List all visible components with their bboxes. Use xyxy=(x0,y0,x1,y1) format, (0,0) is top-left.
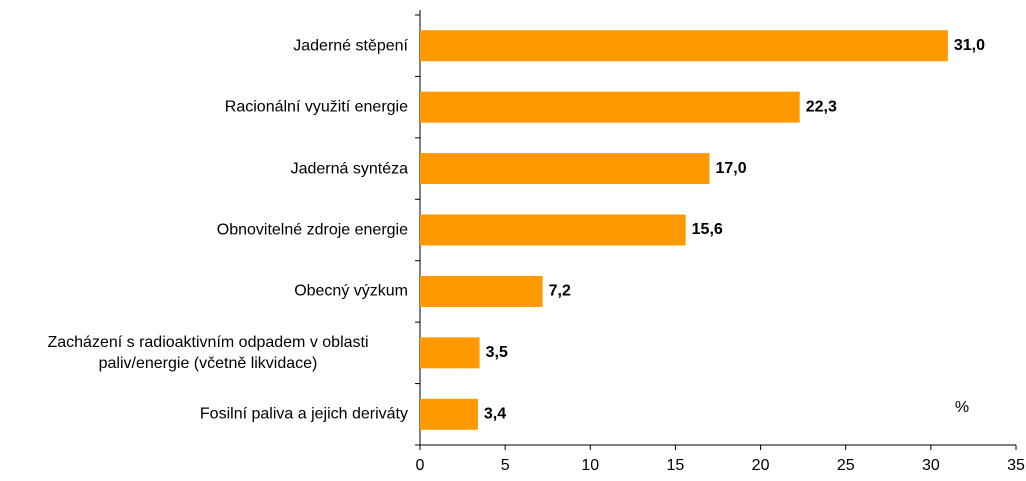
x-tick-label: 25 xyxy=(837,457,855,474)
value-label: 15,6 xyxy=(692,221,723,238)
bar xyxy=(420,398,478,430)
bar xyxy=(420,153,710,185)
value-label: 3,5 xyxy=(486,344,508,361)
bar xyxy=(420,91,800,123)
bar xyxy=(420,275,543,307)
x-tick-label: 20 xyxy=(752,457,770,474)
x-tick-label: 0 xyxy=(416,457,425,474)
x-tick-label: 35 xyxy=(1007,457,1025,474)
value-label: 7,2 xyxy=(549,283,571,300)
x-tick-label: 15 xyxy=(667,457,685,474)
x-tick-label: 10 xyxy=(581,457,599,474)
bar xyxy=(420,214,686,246)
y-tick-label: Zacházení s radioaktivním odpadem v obla… xyxy=(47,333,369,372)
value-label: 22,3 xyxy=(806,98,837,115)
y-tick-label: Jaderná syntéza xyxy=(290,160,408,178)
y-tick-label: Fosilní paliva a jejich deriváty xyxy=(199,405,408,423)
value-label: 31,0 xyxy=(954,37,985,54)
bar xyxy=(420,337,480,369)
y-tick-label: Obecný výzkum xyxy=(294,282,408,300)
unit-annotation: % xyxy=(955,399,969,416)
y-tick-label: Racionální využití energie xyxy=(224,98,408,116)
x-tick-label: 30 xyxy=(922,457,940,474)
bar xyxy=(420,30,948,62)
y-tick-label: Jaderné stěpení xyxy=(293,37,408,55)
value-label: 17,0 xyxy=(715,160,746,177)
y-tick-label: Obnovitelné zdroje energie xyxy=(216,221,408,239)
x-tick-label: 5 xyxy=(501,457,510,474)
value-label: 3,4 xyxy=(484,406,506,423)
